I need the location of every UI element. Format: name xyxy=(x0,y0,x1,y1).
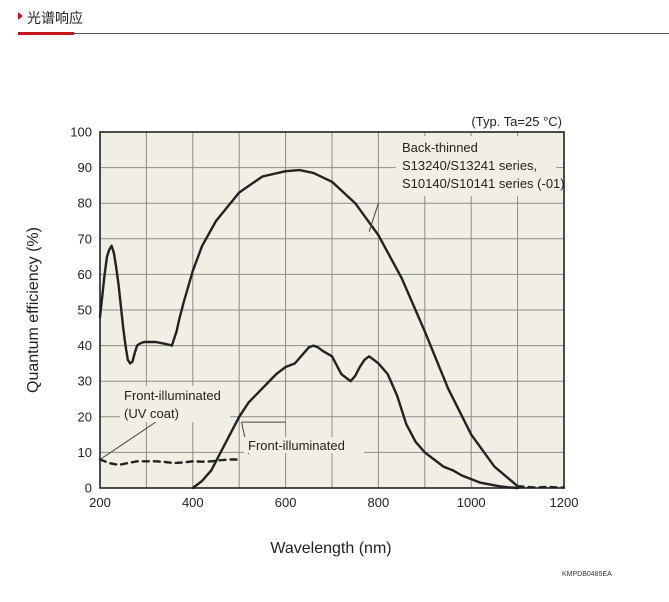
y-tick-label: 30 xyxy=(78,374,92,389)
annotation-back-thinned: Back-thinned S13240/S13241 series, S1014… xyxy=(396,136,565,196)
x-tick-label: 600 xyxy=(275,495,297,510)
y-tick-label: 10 xyxy=(78,445,92,460)
y-tick-label: 40 xyxy=(78,338,92,353)
header-divider xyxy=(18,33,669,34)
series-front-uv-coat-line xyxy=(98,458,241,467)
y-tick-label: 60 xyxy=(78,267,92,282)
section-title: 光谱响应 xyxy=(27,11,83,27)
y-axis-label: Quantum efficiency (%) xyxy=(25,227,42,393)
annotation-front-uv: Front-illuminated (UV coat) xyxy=(120,386,230,422)
x-axis-label: Wavelength (nm) xyxy=(270,540,391,557)
y-tick-label: 90 xyxy=(78,160,92,175)
leader-back-thinned xyxy=(368,203,379,232)
annotation-back-thinned-line-1: Back-thinned xyxy=(402,140,478,155)
x-tick-label: 400 xyxy=(182,495,204,510)
x-tick-label: 1200 xyxy=(550,495,579,510)
y-tick-label: 80 xyxy=(78,196,92,211)
annotation-front-uv-line-1: Front-illuminated xyxy=(124,388,221,403)
y-tick-label: 100 xyxy=(70,125,92,140)
y-tick-label: 20 xyxy=(78,409,92,424)
condition-note: (Typ. Ta=25 °C) xyxy=(471,114,562,129)
series-front-illuminated-line xyxy=(191,344,519,490)
annotation-back-thinned-line-3: S10140/S10141 series (-01) xyxy=(402,176,565,191)
plot-frame xyxy=(99,131,565,489)
triangle-marker-icon xyxy=(18,12,23,20)
y-tick-labels: 0 10 20 30 40 50 60 70 80 90 100 xyxy=(70,125,92,496)
y-tick-label: 70 xyxy=(78,231,92,246)
annotation-front-uv-line-2: (UV coat) xyxy=(124,406,179,421)
x-tick-label: 800 xyxy=(368,495,390,510)
y-tick-label: 0 xyxy=(85,481,92,496)
series-back-thinned-line xyxy=(98,168,519,488)
header-accent-bar xyxy=(18,32,74,35)
annotation-back-thinned-line-2: S13240/S13241 series, xyxy=(402,158,537,173)
annotation-front-line-1: Front-illuminated xyxy=(248,438,345,453)
x-tick-label: 1000 xyxy=(457,495,486,510)
section-header: 光谱响应 xyxy=(18,6,669,35)
annotation-front: Front-illuminated xyxy=(244,437,364,453)
x-tick-label: 200 xyxy=(89,495,111,510)
y-tick-label: 50 xyxy=(78,303,92,318)
x-tick-labels: 200 400 600 800 1000 1200 xyxy=(89,495,578,510)
document-code: KMPDB0485EA xyxy=(562,571,612,578)
leader-front-uv xyxy=(99,421,156,460)
